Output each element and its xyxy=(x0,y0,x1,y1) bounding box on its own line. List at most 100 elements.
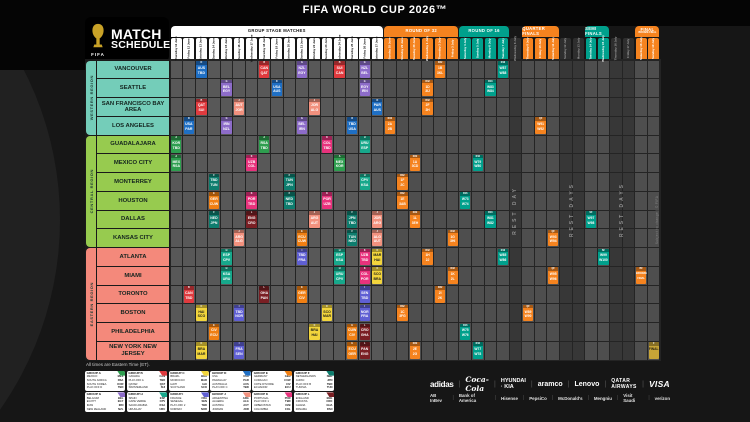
knockout-cell-r32[interactable]: R32 1D 3IJ xyxy=(422,79,433,97)
knockout-cell-r16[interactable]: R16 W79 W80 xyxy=(472,154,483,172)
knockout-cell-r32[interactable]: R32 2E 2G xyxy=(409,342,421,359)
match-cell[interactable]: E GER CUW xyxy=(208,192,220,209)
match-cell[interactable]: L PAN ENG xyxy=(359,342,370,359)
match-cell[interactable]: A MEX KOR xyxy=(334,154,345,172)
knockout-cell-fin[interactable]: F FINAL xyxy=(648,342,659,359)
knockout-cell-r16[interactable]: R16 W81 W82 xyxy=(485,211,496,228)
match-cell[interactable]: G BEL EGY xyxy=(221,79,232,97)
knockout-cell-r32[interactable]: R32 2A 2B xyxy=(384,117,396,134)
knockout-cell-qf[interactable]: QF W95 W96 xyxy=(548,267,559,284)
knockout-cell-qf[interactable]: QF W89 W90 xyxy=(522,304,534,322)
match-cell[interactable]: F JPN TBD xyxy=(347,211,358,228)
match-cell[interactable]: K POR UZB xyxy=(321,192,333,209)
knockout-cell-qf[interactable]: QF W93 W94 xyxy=(548,229,559,247)
match-cell[interactable]: B QAT SUI xyxy=(196,98,207,116)
knockout-cell-bf[interactable]: BF BRONZE FINAL xyxy=(635,267,647,284)
match-cell[interactable]: F TUN JPN xyxy=(284,173,295,191)
knockout-cell-r32[interactable]: R32 1A 3CD xyxy=(409,154,421,172)
match-cell[interactable]: G IRN NZL xyxy=(221,117,232,134)
knockout-cell-r16[interactable]: R16 W77 W78 xyxy=(472,342,483,359)
knockout-cell-r16[interactable]: R16 W75 W76 xyxy=(460,323,471,341)
group-team-row: NEW ZEALAND NZL xyxy=(86,407,124,411)
match-cell[interactable]: J AUT JOR xyxy=(233,98,245,116)
match-cell[interactable]: J ARG AUT xyxy=(309,211,320,228)
match-cell[interactable]: D TBD USA xyxy=(347,117,358,134)
match-cell[interactable]: F TUN NED xyxy=(347,229,358,247)
match-cell[interactable]: B CAN QAT xyxy=(259,61,270,78)
match-group-tag: J xyxy=(233,98,245,102)
knockout-cell-r32[interactable]: R32 1L 3EH xyxy=(409,211,421,228)
knockout-cell-r32[interactable]: R32 1F 2C xyxy=(397,173,408,191)
match-cell[interactable]: I TBD FRA xyxy=(296,248,308,266)
match-cell[interactable]: H ESP KSA xyxy=(334,248,345,266)
knockout-cell-r32[interactable]: R32 2F 2H xyxy=(422,98,433,116)
match-cell[interactable]: K POR TBD xyxy=(246,192,257,209)
knockout-cell-r32[interactable]: R32 1E 3AB xyxy=(397,192,408,209)
match-cell[interactable]: C SCO MAR xyxy=(321,304,333,322)
match-cell[interactable]: A MEX RSA xyxy=(171,154,182,172)
match-cell[interactable]: C BRA HAI xyxy=(309,323,320,341)
match-cell[interactable]: E CUW CIV xyxy=(347,323,358,341)
match-cell[interactable]: D USA AUS xyxy=(271,79,282,97)
match-cell[interactable]: B CAN TBD xyxy=(183,286,195,303)
knockout-cell-r32[interactable]: R32 1H 2J xyxy=(422,248,433,266)
match-cell[interactable]: E CIV ECU xyxy=(208,323,220,341)
knockout-cell-qf[interactable]: QF W91 W92 xyxy=(535,117,546,134)
match-cell[interactable]: G BEL IRN xyxy=(296,117,308,134)
match-cell[interactable]: D AUS TBD xyxy=(196,61,207,78)
match-cell[interactable]: F TBD TUN xyxy=(208,173,220,191)
match-cell[interactable]: H URU CPV xyxy=(334,267,345,284)
match-cell[interactable]: G NZL BEL xyxy=(359,61,370,78)
knockout-cell-r32[interactable]: R32 1C 3FG xyxy=(397,304,408,322)
knockout-cell-r16[interactable]: R16 W73 W74 xyxy=(460,192,471,209)
match-cell[interactable]: H CPV KSA xyxy=(359,173,370,191)
match-cell[interactable]: I SEN TBD xyxy=(359,286,370,303)
knockout-cell-sf[interactable]: SF W97 W98 xyxy=(585,211,597,228)
match-cell[interactable]: B SUI CAN xyxy=(334,61,345,78)
match-cell[interactable]: C SCO BRA xyxy=(372,267,383,284)
match-cell[interactable]: K UZB COL xyxy=(246,154,257,172)
grid-cell xyxy=(283,210,296,229)
match-cell[interactable]: H URU ESP xyxy=(359,136,370,153)
match-cell[interactable]: F NED JPN xyxy=(208,211,220,228)
match-cell[interactable]: D PAR AUS xyxy=(372,98,383,116)
match-cell[interactable]: L CRO GHA xyxy=(359,323,370,341)
match-cell[interactable]: K UZB TBD xyxy=(359,248,370,266)
match-cell[interactable]: E GER CIV xyxy=(296,286,308,303)
match-cell[interactable]: H KSA URU xyxy=(221,267,232,284)
match-cell[interactable]: H ESP CPV xyxy=(221,248,232,266)
match-cell[interactable]: J ARG ALG xyxy=(233,229,245,247)
match-cell[interactable]: E ECU CUW xyxy=(296,229,308,247)
knockout-slot-label: W100 xyxy=(599,258,608,263)
match-cell[interactable]: A KOR TBD xyxy=(171,136,182,153)
match-cell[interactable]: J JOR ALG xyxy=(309,98,320,116)
match-cell[interactable]: L GHA PAN xyxy=(259,286,270,303)
match-cell[interactable]: G NZL EGY xyxy=(296,61,308,78)
match-cell[interactable]: J ALG AUT xyxy=(372,229,383,247)
grid-cell xyxy=(610,154,622,172)
match-cell[interactable]: D USA PAR xyxy=(183,117,195,134)
knockout-cell-sf[interactable]: SF W99 W100 xyxy=(598,248,609,266)
match-cell[interactable]: A RSA TBD xyxy=(259,136,270,153)
match-cell[interactable]: C MAR HAI xyxy=(372,248,383,266)
match-cell[interactable]: F NED TBD xyxy=(284,192,295,209)
knockout-cell-r32[interactable]: R32 1K 2L xyxy=(447,267,458,284)
match-cell[interactable]: L ENG CRO xyxy=(246,211,257,228)
match-cell[interactable]: I TBD NOR xyxy=(233,304,245,322)
match-cell[interactable]: C BRA MAR xyxy=(196,342,207,359)
match-cell[interactable]: I FRA SEN xyxy=(233,342,245,359)
match-cell[interactable]: E ECU GER xyxy=(347,342,358,359)
knockout-cell-r32[interactable]: R32 2I 2K xyxy=(434,286,446,303)
match-cell[interactable]: C HAI SCO xyxy=(196,304,207,322)
grid-cell xyxy=(245,285,258,304)
knockout-cell-r16[interactable]: R16 W83 W84 xyxy=(485,79,496,97)
match-cell[interactable]: I NOR FRA xyxy=(359,304,370,322)
match-cell[interactable]: G EGY IRN xyxy=(359,79,370,97)
knockout-cell-r32[interactable]: R32 1B 3KL xyxy=(434,61,446,78)
knockout-cell-r32[interactable]: R32 1G 3HI xyxy=(447,229,458,247)
match-cell[interactable]: K COL TBD xyxy=(321,136,333,153)
knockout-cell-r16[interactable]: R16 W87 W88 xyxy=(497,61,509,78)
knockout-cell-r16[interactable]: R16 W85 W86 xyxy=(497,248,509,266)
match-cell[interactable]: J JOR ARG xyxy=(372,211,383,228)
match-cell[interactable]: K COL POR xyxy=(359,267,370,284)
